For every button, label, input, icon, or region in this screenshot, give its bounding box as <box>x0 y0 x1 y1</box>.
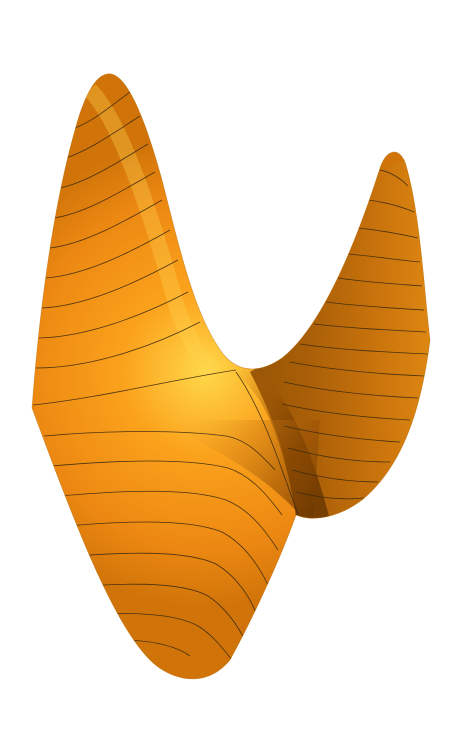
contour-lines <box>32 91 429 661</box>
